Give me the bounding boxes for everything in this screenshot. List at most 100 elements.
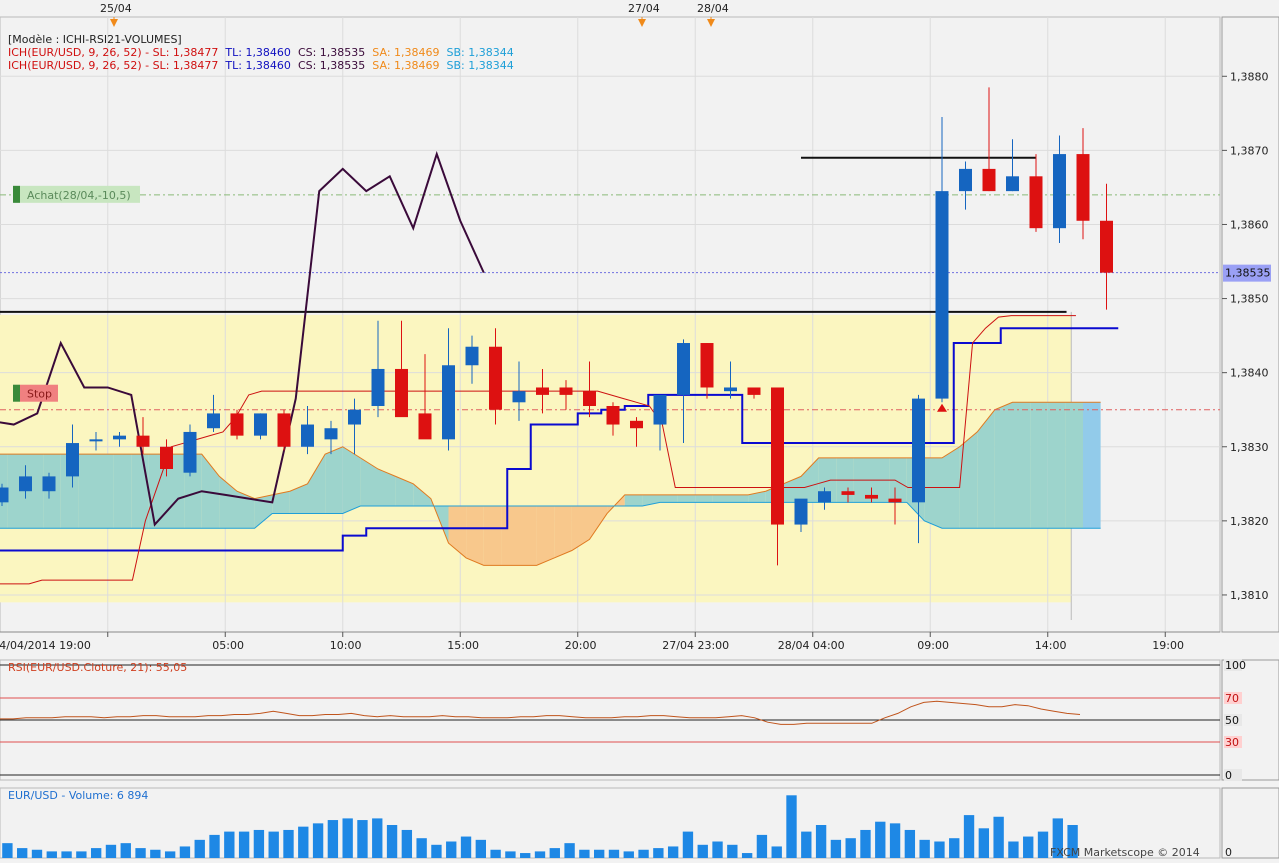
candle-body[interactable] [1076, 154, 1090, 221]
date-marker-icon[interactable] [707, 19, 715, 27]
candle-body[interactable] [442, 365, 455, 440]
volume-bar [105, 844, 117, 858]
cloud-segment [589, 506, 608, 540]
candle-body[interactable] [183, 431, 197, 473]
candle-body[interactable] [371, 368, 385, 407]
volume-bar [667, 846, 679, 858]
cloud-segment [536, 506, 555, 566]
candle-body[interactable] [700, 343, 714, 388]
candle-body[interactable] [42, 476, 56, 492]
volume-bar [1008, 841, 1019, 858]
candle-body[interactable] [66, 443, 79, 477]
volume-bar [564, 843, 575, 858]
candle-body[interactable] [912, 398, 925, 503]
price-tick-label: 1,3830 [1230, 441, 1269, 454]
price-tick-label: 1,3860 [1230, 218, 1269, 231]
candle-body[interactable] [348, 409, 361, 425]
candle-body[interactable] [489, 346, 502, 410]
candle-body[interactable] [1053, 154, 1066, 229]
cloud-segment [413, 483, 431, 507]
time-tick-label: 24/04/2014 19:00 [0, 639, 91, 652]
cloud-segment [289, 483, 308, 514]
rsi-level-label: 100 [1225, 659, 1246, 672]
cloud-segment [1083, 402, 1101, 529]
cloud-segment [501, 506, 519, 566]
candle-body[interactable] [418, 413, 432, 440]
achat-tag-marker[interactable] [13, 185, 20, 203]
candle-body[interactable] [0, 487, 9, 503]
cloud-segment [1012, 402, 1031, 529]
stop-tag-marker[interactable] [13, 384, 20, 402]
volume-bar [283, 829, 294, 858]
candle-body[interactable] [606, 406, 620, 425]
ich-cs: CS: 1,38535 [297, 46, 366, 59]
candle-body[interactable] [888, 498, 902, 503]
volume-bar [401, 829, 413, 858]
time-tick-label: 15:00 [447, 639, 479, 652]
candle-body[interactable] [559, 387, 573, 395]
volume-bar [386, 825, 398, 858]
candle-body[interactable] [630, 420, 643, 429]
candle-body[interactable] [113, 435, 126, 440]
price-tick-label: 1,3850 [1230, 293, 1269, 306]
candle-body[interactable] [465, 346, 479, 366]
date-marker-label: 27/04 [628, 2, 660, 15]
candle-body[interactable] [19, 476, 32, 492]
candle-body[interactable] [254, 413, 267, 436]
candle-body[interactable] [935, 191, 949, 399]
candle-body[interactable] [301, 424, 314, 447]
candle-body[interactable] [324, 428, 338, 440]
candle-body[interactable] [583, 391, 596, 407]
volume-bar [224, 831, 235, 858]
volume-bar [608, 849, 620, 858]
volume-bar [150, 849, 161, 858]
volume-bar [460, 836, 472, 858]
candle-body[interactable] [982, 168, 996, 192]
candle-body[interactable] [724, 387, 737, 392]
volume-bar [889, 823, 901, 858]
time-tick-label: 20:00 [565, 639, 597, 652]
time-tick-label: 19:00 [1152, 639, 1184, 652]
candle-body[interactable] [207, 413, 220, 429]
candle-body[interactable] [771, 387, 784, 525]
cloud-segment [395, 476, 414, 507]
candle-body[interactable] [653, 394, 667, 425]
candle-body[interactable] [841, 491, 855, 495]
candle-body[interactable] [747, 387, 761, 395]
candle-body[interactable] [1100, 220, 1113, 273]
candle-body[interactable] [536, 387, 549, 395]
candle-body[interactable] [136, 435, 150, 447]
stop-tag[interactable] [20, 384, 58, 402]
cloud-segment [78, 454, 96, 529]
cloud-segment [7, 454, 26, 529]
candle-body[interactable] [1006, 176, 1019, 192]
volume-bar [801, 831, 812, 858]
candle-body[interactable] [1029, 176, 1043, 229]
candle-body[interactable] [160, 446, 173, 469]
date-marker-label: 25/04 [100, 2, 132, 15]
candle-body[interactable] [677, 343, 690, 395]
candle-body[interactable] [395, 368, 408, 418]
volume-bar [268, 831, 279, 858]
volume-bar [682, 831, 694, 858]
ich-cs: CS: 1,38535 [297, 59, 366, 72]
candle-body[interactable] [865, 494, 878, 499]
candle-body[interactable] [959, 168, 972, 192]
candle-body[interactable] [277, 413, 291, 447]
date-marker-icon[interactable] [110, 19, 118, 27]
candle-body[interactable] [89, 439, 103, 442]
candle-body[interactable] [794, 498, 808, 525]
volume-bar [579, 849, 590, 858]
volume-bar [194, 839, 205, 858]
candle-body[interactable] [818, 491, 831, 503]
achat-tag[interactable] [20, 185, 140, 203]
volume-bar [120, 843, 131, 858]
candle-body[interactable] [230, 413, 244, 436]
cloud-segment [677, 494, 696, 503]
date-marker-icon[interactable] [638, 19, 646, 27]
rsi-level-tag [1224, 736, 1242, 748]
candle-body[interactable] [512, 391, 526, 403]
price-tick-label: 1,3820 [1230, 515, 1269, 528]
